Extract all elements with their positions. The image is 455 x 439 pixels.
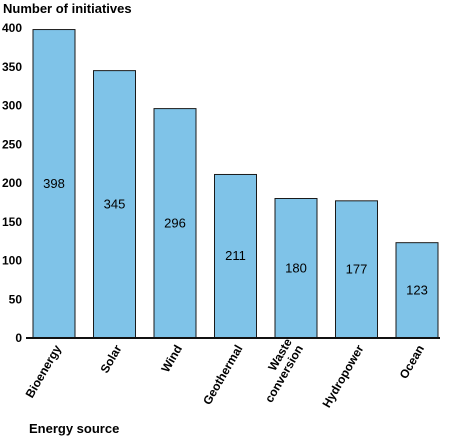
y-tick-label: 100 bbox=[2, 254, 22, 268]
bar-value-label: 345 bbox=[104, 196, 126, 211]
bar-value-label: 180 bbox=[285, 260, 307, 275]
x-tick-label: Solar bbox=[97, 342, 124, 375]
x-tick-label-line: Bioenergy bbox=[23, 342, 65, 400]
bar bbox=[214, 173, 257, 339]
bar bbox=[93, 70, 136, 339]
bar-value-label: 177 bbox=[346, 261, 368, 276]
bar-value-label: 211 bbox=[225, 248, 246, 263]
bar-value-label: 398 bbox=[43, 176, 65, 191]
x-tick-label: Wind bbox=[158, 343, 185, 375]
x-tick-label-line: Ocean bbox=[397, 343, 427, 382]
x-tick-label: Bioenergy bbox=[23, 342, 65, 400]
y-tick-label: 50 bbox=[9, 292, 23, 306]
bar-value-label: 123 bbox=[406, 282, 428, 297]
y-tick-label: 300 bbox=[2, 99, 22, 113]
bar bbox=[32, 29, 76, 339]
bars-group: 398 345 296 211 180 177 123 bbox=[32, 29, 439, 339]
x-tick-label-line: Hydropower bbox=[319, 342, 366, 410]
bar bbox=[153, 108, 197, 339]
y-tick-label: 350 bbox=[2, 60, 22, 74]
y-ticks-group: 0 50 100 150 200 250 300 350 400 bbox=[2, 21, 22, 345]
x-tick-label: Geothermal bbox=[200, 343, 245, 408]
y-tick-label: 200 bbox=[2, 176, 22, 190]
bar bbox=[335, 200, 378, 339]
x-tick-label: Wasteconversion bbox=[251, 336, 307, 405]
bar-value-label: 296 bbox=[164, 215, 186, 230]
x-tick-label-line: Wind bbox=[158, 343, 185, 375]
x-tick-label: Hydropower bbox=[319, 342, 366, 410]
x-tick-label-line: Geothermal bbox=[200, 343, 245, 408]
x-ticks-group: Bioenergy Solar Wind Geothermal Wasteconvers… bbox=[23, 336, 427, 410]
x-tick-label-line: Solar bbox=[97, 342, 124, 375]
y-tick-label: 250 bbox=[2, 137, 22, 151]
y-axis-title: Number of initiatives bbox=[3, 1, 132, 16]
x-tick-label: Ocean bbox=[397, 343, 427, 382]
y-tick-label: 150 bbox=[2, 215, 22, 229]
x-axis-title: Energy source bbox=[29, 421, 119, 436]
y-tick-label: 400 bbox=[2, 21, 22, 35]
y-tick-label: 0 bbox=[15, 331, 22, 345]
